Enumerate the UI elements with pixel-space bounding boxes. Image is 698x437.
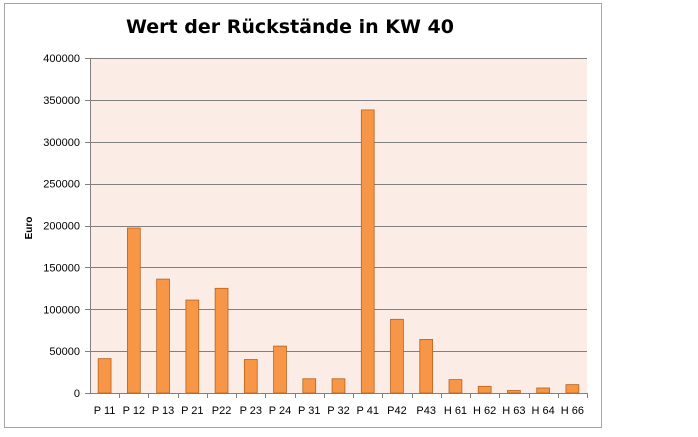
bar [536,387,550,394]
x-tick-label: P 41 [357,405,379,417]
bar [360,109,375,394]
bar [331,378,346,394]
plot-area: 0 50000 100000 150000 200000 250000 300000 3500… [43,53,588,417]
y-tick-label: 350000 [43,95,80,107]
y-tick-label: 150000 [43,262,80,274]
x-tick-label: P 12 [123,405,145,417]
bar-chart: Wert der Rückstände in KW 40 Euro 0 50000… [24,16,588,417]
y-tick-label: 250000 [43,179,80,191]
bar [419,338,434,394]
x-tick-label: P22 [212,405,232,417]
bar [477,385,492,394]
bar [273,345,287,394]
bar [156,278,170,394]
x-tick-label: P43 [416,405,436,417]
bar [214,287,229,394]
bar [243,359,258,394]
bar [448,379,463,394]
y-tick-label: 300000 [43,137,80,149]
y-axis-label: Euro [24,217,35,240]
y-tick-label: 50000 [49,346,80,358]
y-tick-label: 400000 [43,53,80,65]
x-tick-label: H 63 [502,405,525,417]
y-tick-label: 100000 [43,304,80,316]
x-tick-label: P 13 [152,405,174,417]
x-tick-label: P42 [387,405,407,417]
x-tick-label: P 21 [181,405,203,417]
plot-background [90,58,587,393]
x-tick-label: P 24 [269,405,291,417]
bar [185,299,200,394]
x-tick-label: P 31 [298,405,320,417]
x-tick-label: H 61 [444,405,467,417]
x-tick-label: H 62 [473,405,496,417]
y-tick-label: 0 [74,388,80,400]
x-tick-label: H 66 [561,405,584,417]
bar [390,318,404,394]
bar [97,358,112,394]
x-tick-label: P 32 [327,405,349,417]
x-tick-label: P 23 [240,405,262,417]
x-tick-label: P 11 [94,405,116,417]
bar [127,227,141,394]
x-tick-label: H 64 [532,405,555,417]
chart-title: Wert der Rückstände in KW 40 [126,16,454,38]
bar [507,390,521,394]
bar [565,384,580,394]
y-tick-label: 200000 [43,221,80,233]
bar [302,378,317,394]
chart-frame: Wert der Rückstände in KW 40 Euro 0 50000… [4,3,602,428]
